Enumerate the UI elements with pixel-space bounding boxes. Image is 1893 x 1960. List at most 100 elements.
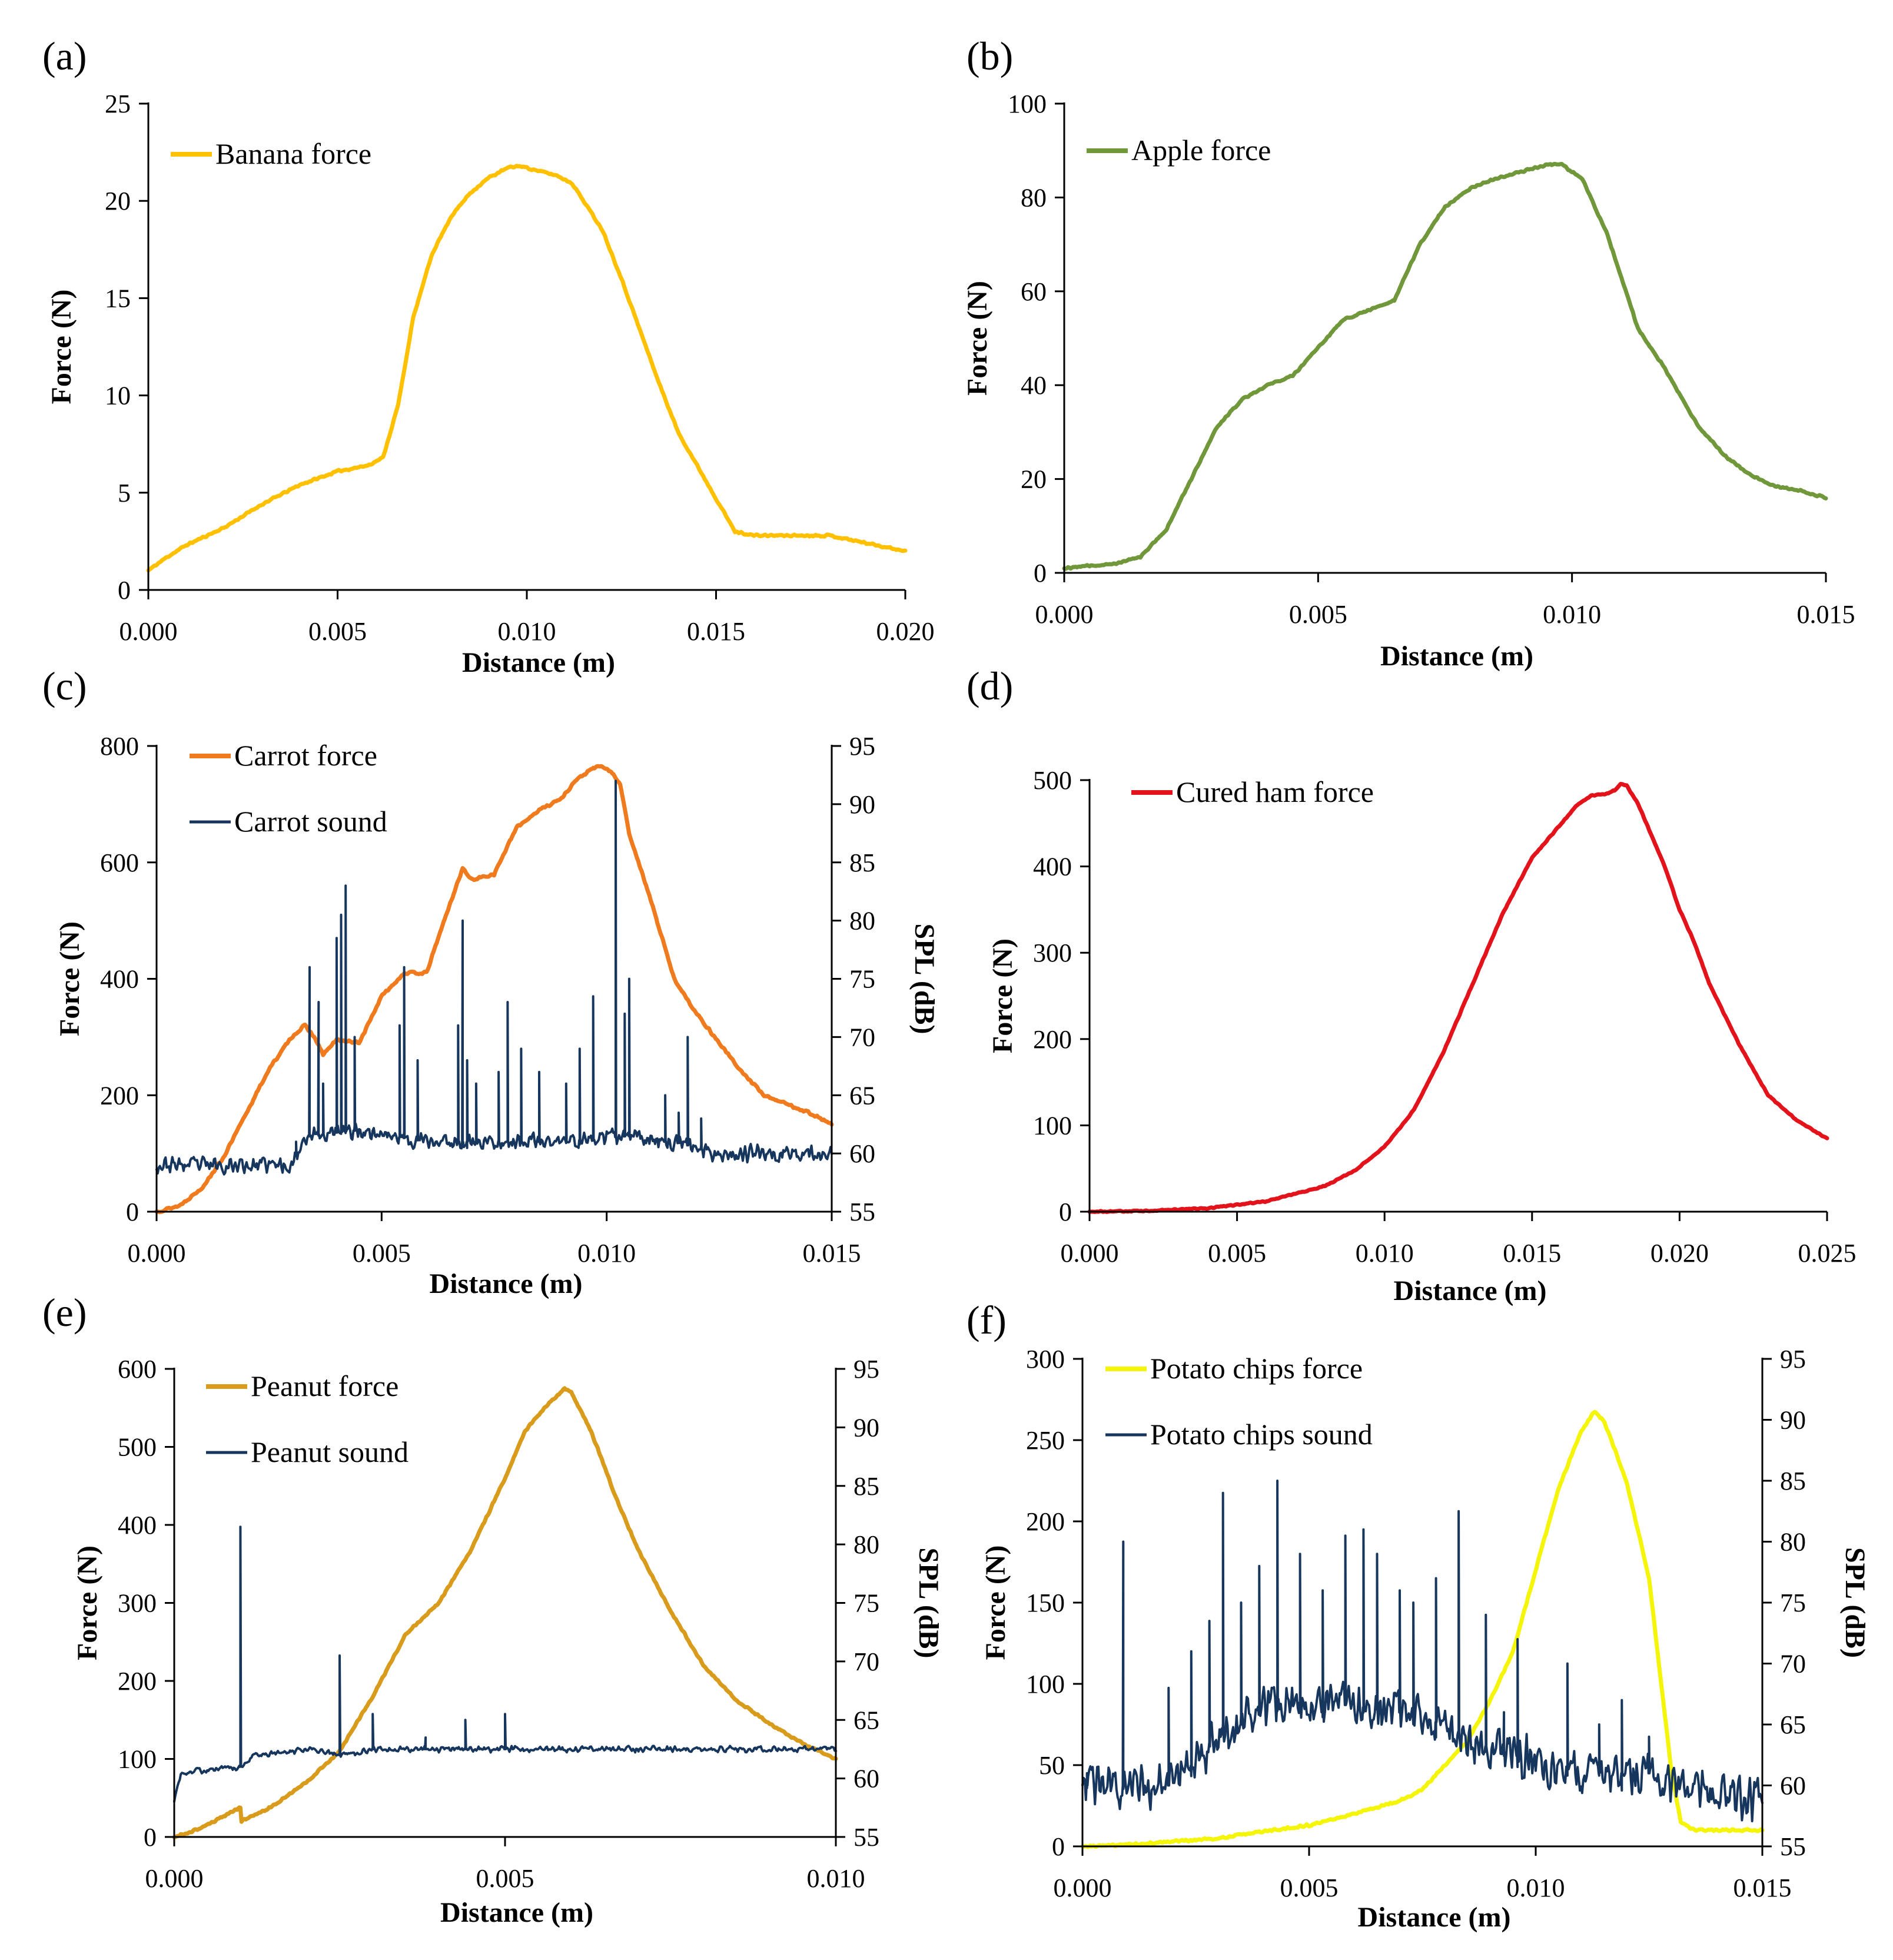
y-tick-label: 100 [1008,89,1047,118]
legend-entry: Banana force [215,137,371,170]
y-tick-label: 250 [1026,1426,1065,1455]
y-axis-title: Force (N) [54,921,85,1036]
legend-entry: Apple force [1131,134,1271,167]
y-tick-label: 50 [1039,1751,1065,1780]
x-tick-label: 0.000 [1061,1239,1119,1268]
y-tick-label: 60 [1021,277,1047,306]
x-tick-label: 0.015 [687,617,745,646]
y-tick-label: 400 [100,965,139,994]
y-axis-title: Force (N) [962,281,993,396]
y-tick-label: 100 [1026,1670,1065,1699]
panel-label: (e) [42,1290,87,1335]
y-tick-label: 15 [105,284,131,313]
chart-panel-e: (e) Peanut force Peanut sound 0.000 0.005 0.0… [42,1290,944,1928]
y-tick-label: 80 [1021,183,1047,212]
y2-tick-label: 80 [1780,1528,1806,1557]
y-tick-label: 25 [105,89,131,118]
x-tick-label: 0.010 [498,617,556,646]
y-tick-label: 100 [118,1745,157,1774]
y-tick-label: 0 [1052,1832,1065,1861]
y2-tick-label: 60 [853,1765,879,1793]
panel-label: (a) [42,34,87,78]
y-tick-label: 0 [118,576,131,605]
chart-panel-b: (b) Apple force 0.000 0.005 0.010 0.015 0 20 40 6… [962,34,1855,672]
y2-tick-label: 55 [853,1823,879,1852]
chart-panel-d: (d) Cured ham force 0.000 0.005 0.010 0.015 0.… [967,664,1857,1306]
series-group [154,754,834,1215]
y2-tick-label: 95 [1780,1345,1806,1374]
y2-tick-label: 70 [849,1023,875,1052]
series-line-potato-chips-sound [1081,1480,1764,1823]
x-tick-label: 0.005 [1280,1873,1339,1902]
y2-tick-label: 55 [849,1198,875,1226]
y-tick-label: 600 [100,848,139,877]
series-group [172,1384,838,1840]
y-tick-label: 0 [126,1198,139,1226]
x-axis-title: Distance (m) [1394,1275,1547,1306]
y2-tick-label: 70 [853,1647,879,1676]
y-tick-label: 300 [1033,938,1072,967]
series-line-peanut-sound [173,1525,837,1803]
y2-tick-label: 75 [849,965,875,994]
y-tick-label: 400 [1033,853,1072,881]
y-axis-title: Force (N) [980,1546,1011,1660]
y-tick-label: 5 [118,479,131,508]
y2-tick-label: 90 [849,790,875,819]
x-tick-label: 0.015 [803,1239,861,1268]
y-tick-label: 400 [118,1511,157,1540]
y2-tick-label: 80 [853,1530,879,1559]
legend-entry: Peanut force [251,1369,398,1402]
y2-axis-title: SPL (dB) [909,923,940,1034]
panel-label: (d) [967,664,1013,708]
y-tick-label: 300 [1026,1345,1065,1374]
y-axis-title: Force (N) [46,290,77,404]
series-group [1062,148,1828,571]
x-tick-label: 0.025 [1798,1239,1857,1268]
y-axis-title: Force (N) [987,938,1018,1053]
x-tick-label: 0.005 [1289,600,1347,629]
y2-tick-label: 70 [1780,1650,1806,1679]
series-line-carrot-sound [155,780,833,1176]
y2-tick-label: 90 [853,1413,879,1442]
x-tick-label: 0.020 [876,617,935,646]
y-tick-label: 800 [100,732,139,761]
y2-tick-label: 85 [849,848,875,877]
y2-tick-label: 85 [1780,1467,1806,1495]
panel-label: (b) [967,34,1013,78]
series-line-carrot-force [154,764,834,1215]
x-axis-title: Distance (m) [462,647,615,678]
y-tick-label: 600 [118,1355,157,1384]
x-axis-title: Distance (m) [1358,1902,1511,1933]
legend-entry: Cured ham force [1176,775,1374,808]
legend-entry: Potato chips force [1150,1352,1363,1385]
legend-entry: Potato chips sound [1150,1418,1373,1451]
y2-tick-label: 65 [1780,1710,1806,1739]
y-tick-label: 100 [1033,1111,1072,1140]
x-tick-label: 0.015 [1797,600,1855,629]
x-tick-label: 0.000 [145,1864,204,1893]
chart-panel-a: (a) Banana force 0.000 0.005 0.010 0.015 0.020… [42,34,935,678]
y-tick-label: 0 [1059,1198,1072,1226]
y-tick-label: 0 [144,1823,157,1852]
x-tick-label: 0.020 [1650,1239,1709,1268]
y-tick-label: 200 [1033,1025,1072,1054]
y2-tick-label: 60 [849,1139,875,1168]
x-tick-label: 0.010 [577,1239,636,1268]
y-tick-label: 0 [1034,559,1047,588]
y2-tick-label: 60 [1780,1772,1806,1800]
chart-panel-c: (c) Carrot force Carrot sound 0.000 0.005 0.0… [42,664,940,1299]
series-line-banana-force [146,164,908,573]
y-axis-title: Force (N) [72,1546,103,1660]
chart-panel-f: (f) Potato chips force Potato chips sound 0… [967,1298,1871,1933]
x-tick-label: 0.005 [1208,1239,1266,1268]
x-tick-label: 0.005 [476,1864,534,1893]
x-tick-label: 0.015 [1733,1873,1792,1902]
y-tick-label: 20 [1021,465,1047,494]
y2-tick-label: 95 [849,732,875,761]
series-group [146,152,908,573]
x-tick-label: 0.000 [1054,1873,1112,1902]
y2-tick-label: 85 [853,1472,879,1501]
y-tick-label: 300 [118,1589,157,1618]
